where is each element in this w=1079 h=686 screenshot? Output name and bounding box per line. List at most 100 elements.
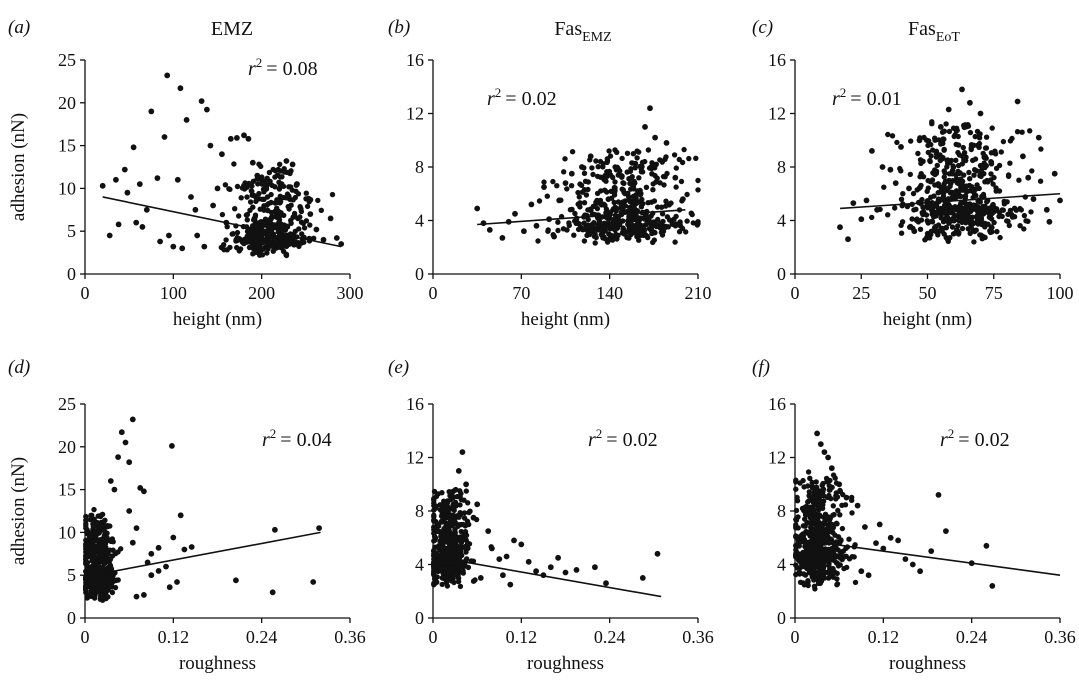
panel-b: (b) FasEMZ 0 4 8 12 16 0 70 140 210 height (nm) r2 = … bbox=[388, 17, 712, 330]
data-point bbox=[813, 479, 819, 485]
data-point bbox=[155, 544, 162, 551]
data-point bbox=[569, 149, 576, 155]
x-tick-label: 0 bbox=[429, 283, 438, 303]
data-point bbox=[885, 131, 891, 138]
data-point bbox=[640, 201, 646, 207]
data-point bbox=[109, 553, 116, 559]
data-point bbox=[338, 241, 345, 247]
data-point bbox=[807, 570, 813, 576]
data-point bbox=[604, 156, 610, 162]
data-point bbox=[466, 541, 473, 547]
data-point bbox=[431, 548, 437, 554]
data-point bbox=[105, 587, 111, 593]
data-point bbox=[234, 135, 240, 141]
data-point bbox=[91, 506, 97, 513]
data-point bbox=[925, 149, 931, 156]
data-point bbox=[597, 174, 604, 180]
data-point bbox=[603, 580, 609, 587]
data-point bbox=[653, 223, 660, 230]
data-point bbox=[830, 566, 836, 572]
y-tick-label: 16 bbox=[406, 394, 424, 414]
data-point bbox=[998, 149, 1004, 155]
data-point bbox=[163, 563, 169, 570]
data-point bbox=[795, 539, 802, 545]
scatter-points bbox=[83, 416, 322, 603]
data-point bbox=[829, 555, 835, 561]
data-point bbox=[83, 585, 89, 592]
data-point bbox=[1008, 211, 1015, 218]
data-point bbox=[611, 184, 618, 191]
data-point bbox=[452, 547, 458, 553]
y-tick-label: 8 bbox=[777, 157, 786, 177]
data-point bbox=[809, 483, 815, 490]
data-point bbox=[695, 177, 701, 184]
data-point bbox=[793, 554, 799, 560]
data-point bbox=[835, 547, 841, 553]
data-point bbox=[977, 110, 984, 117]
data-point bbox=[533, 568, 539, 575]
data-point bbox=[994, 228, 1000, 235]
data-point bbox=[297, 214, 303, 220]
data-point bbox=[102, 549, 109, 555]
data-point bbox=[934, 162, 940, 169]
data-point bbox=[898, 222, 904, 228]
data-point bbox=[900, 191, 906, 197]
data-point bbox=[835, 563, 842, 569]
data-point bbox=[608, 232, 614, 239]
data-point bbox=[283, 158, 290, 164]
data-point bbox=[106, 232, 113, 239]
data-point bbox=[816, 574, 823, 581]
data-point bbox=[462, 543, 468, 550]
r-symbol: r bbox=[588, 429, 596, 451]
data-point bbox=[1009, 135, 1015, 142]
data-point bbox=[953, 141, 959, 148]
data-point bbox=[793, 477, 799, 483]
data-point bbox=[983, 542, 990, 549]
data-point bbox=[525, 558, 532, 565]
data-point bbox=[207, 142, 214, 149]
data-point bbox=[129, 416, 136, 423]
data-point bbox=[849, 494, 855, 501]
data-point bbox=[613, 231, 619, 238]
data-point bbox=[88, 565, 94, 572]
data-point bbox=[997, 234, 1003, 241]
data-point bbox=[126, 459, 133, 466]
data-point bbox=[245, 135, 252, 142]
data-point bbox=[809, 548, 815, 555]
data-point bbox=[928, 194, 934, 200]
data-point bbox=[817, 502, 823, 509]
x-axis-label: roughness bbox=[527, 653, 604, 674]
data-point bbox=[254, 172, 261, 179]
y-tick-label: 16 bbox=[768, 50, 786, 70]
data-point bbox=[834, 581, 841, 587]
data-point bbox=[663, 154, 669, 160]
data-point bbox=[95, 584, 101, 590]
data-point bbox=[953, 188, 960, 194]
data-point bbox=[181, 546, 188, 553]
data-point bbox=[442, 552, 448, 558]
x-tick-label: 200 bbox=[248, 283, 275, 303]
data-point bbox=[976, 185, 982, 192]
data-point bbox=[499, 235, 506, 241]
data-point bbox=[612, 164, 618, 170]
data-point bbox=[647, 105, 653, 112]
data-point bbox=[188, 194, 194, 200]
x-axis-label: height (nm) bbox=[883, 309, 972, 330]
data-point bbox=[801, 571, 807, 577]
data-point bbox=[435, 544, 442, 551]
data-point bbox=[1051, 170, 1058, 177]
data-point bbox=[664, 170, 670, 177]
data-point bbox=[214, 185, 221, 192]
data-point bbox=[852, 579, 859, 586]
data-point bbox=[798, 560, 804, 566]
data-point bbox=[659, 232, 666, 238]
data-point bbox=[264, 202, 270, 208]
data-point bbox=[936, 137, 942, 143]
data-point bbox=[262, 216, 269, 222]
data-point bbox=[231, 161, 237, 167]
data-point bbox=[244, 194, 250, 200]
chart-title-main: Fas bbox=[554, 18, 582, 40]
data-point bbox=[249, 228, 255, 234]
data-point bbox=[821, 575, 828, 581]
data-point bbox=[194, 232, 201, 239]
